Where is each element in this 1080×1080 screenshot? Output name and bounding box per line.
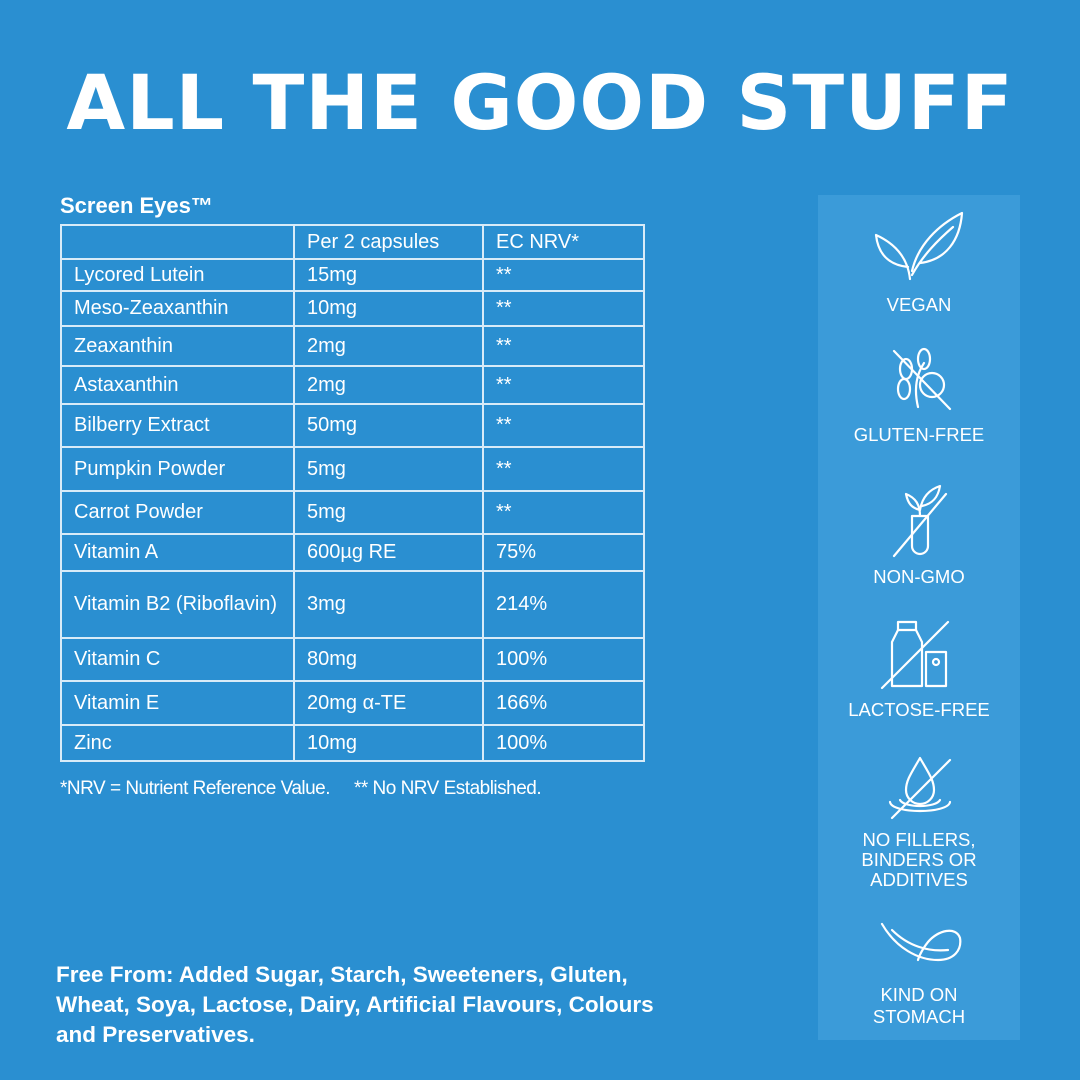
no-fillers-icon xyxy=(888,756,952,820)
table-cell: 3mg xyxy=(293,570,484,639)
table-cell: Lycored Lutein xyxy=(60,258,295,292)
table-cell: Bilberry Extract xyxy=(60,403,295,448)
badge-label: VEGAN xyxy=(818,295,1020,315)
nutrition-table: Per 2 capsules EC NRV* Lycored Lutein 15mg *… xyxy=(60,224,645,762)
table-cell: 80mg xyxy=(293,637,484,682)
table-cell: 5mg xyxy=(293,490,484,535)
table-cell: 214% xyxy=(482,570,645,639)
kind-on-stomach-icon xyxy=(880,922,962,962)
badge-label-line: NO FILLERS, xyxy=(862,829,976,850)
table-row: Meso-Zeaxanthin 10mg ** xyxy=(60,290,645,327)
table-row: Bilberry Extract 50mg ** xyxy=(60,403,645,448)
table-row: Vitamin C 80mg 100% xyxy=(60,637,645,682)
lactose-free-icon xyxy=(880,620,950,690)
free-from-line: Wheat, Soya, Lactose, Dairy, Artificial … xyxy=(56,992,654,1017)
table-row: Zinc 10mg 100% xyxy=(60,724,645,762)
table-cell: 600µg RE xyxy=(293,533,484,572)
badge-label-line: ADDITIVES xyxy=(870,869,968,890)
table-cell: Vitamin B2 (Riboflavin) xyxy=(60,570,295,639)
badge-label: LACTOSE-FREE xyxy=(818,700,1020,720)
table-cell: Zeaxanthin xyxy=(60,325,295,367)
badge-label: NO FILLERS, BINDERS OR ADDITIVES xyxy=(818,830,1020,890)
non-gmo-icon xyxy=(892,484,948,558)
header-cell: EC NRV* xyxy=(482,224,645,260)
badge-label-line: KIND ON xyxy=(880,984,958,1005)
table-cell: Zinc xyxy=(60,724,295,762)
table-cell: Carrot Powder xyxy=(60,490,295,535)
badge-label-line: GLUTEN-FREE xyxy=(853,424,985,445)
badge-label: GLUTEN-FREE xyxy=(818,425,1020,445)
table-cell: 15mg xyxy=(293,258,484,292)
header-cell xyxy=(60,224,295,260)
table-row: Vitamin A 600µg RE 75% xyxy=(60,533,645,572)
table-cell: 20mg α-TE xyxy=(293,680,484,726)
table-cell: 2mg xyxy=(293,325,484,367)
table-row: Vitamin E 20mg α-TE 166% xyxy=(60,680,645,726)
table-cell: ** xyxy=(482,325,645,367)
table-cell: ** xyxy=(482,446,645,492)
table-cell: Meso-Zeaxanthin xyxy=(60,290,295,327)
header-row: Per 2 capsules EC NRV* xyxy=(60,224,645,260)
table-cell: 100% xyxy=(482,637,645,682)
table-cell: 2mg xyxy=(293,365,484,405)
badge-label-line: LACTOSE-FREE xyxy=(848,699,990,720)
table-cell: ** xyxy=(482,490,645,535)
table-cell: Pumpkin Powder xyxy=(60,446,295,492)
badge-panel xyxy=(818,195,1020,1040)
badge-label: KIND ON STOMACH xyxy=(818,984,1020,1028)
table-row: Zeaxanthin 2mg ** xyxy=(60,325,645,367)
badge-label: NON-GMO xyxy=(818,567,1020,587)
free-from-line: and Preservatives. xyxy=(56,1022,255,1047)
badge-label-line: BINDERS OR xyxy=(861,849,977,870)
table-cell: 50mg xyxy=(293,403,484,448)
table-row: Carrot Powder 5mg ** xyxy=(60,490,645,535)
footnotes: *NRV = Nutrient Reference Value. ** No N… xyxy=(60,778,542,800)
table-row: Lycored Lutein 15mg ** xyxy=(60,258,645,292)
table-row: Vitamin B2 (Riboflavin) 3mg 214% xyxy=(60,570,645,639)
free-from-line: Free From: Added Sugar, Starch, Sweetene… xyxy=(56,962,628,987)
badge-label-line: VEGAN xyxy=(886,294,952,315)
table-cell: Astaxanthin xyxy=(60,365,295,405)
vegan-icon xyxy=(874,211,964,281)
footnote: ** No NRV Established. xyxy=(353,778,542,799)
product-name: Screen Eyes™ xyxy=(60,193,213,218)
table-cell: 5mg xyxy=(293,446,484,492)
table-cell: 166% xyxy=(482,680,645,726)
table-cell: ** xyxy=(482,290,645,327)
table-cell: ** xyxy=(482,258,645,292)
badge-label-line: NON-GMO xyxy=(873,566,965,587)
table-cell: Vitamin A xyxy=(60,533,295,572)
table-cell: 100% xyxy=(482,724,645,762)
footnote: *NRV = Nutrient Reference Value. xyxy=(60,778,331,799)
table-row: Astaxanthin 2mg ** xyxy=(60,365,645,405)
table-cell: Vitamin E xyxy=(60,680,295,726)
table-cell: Vitamin C xyxy=(60,637,295,682)
free-from: Free From: Added Sugar, Starch, Sweetene… xyxy=(56,960,654,1050)
table-cell: ** xyxy=(482,403,645,448)
table-cell: ** xyxy=(482,365,645,405)
title: ALL THE GOOD STUFF xyxy=(66,58,1014,147)
table-cell: 75% xyxy=(482,533,645,572)
table-cell: 10mg xyxy=(293,290,484,327)
badge-label-line: STOMACH xyxy=(872,1006,966,1027)
gluten-free-icon xyxy=(892,347,952,411)
table-cell: 10mg xyxy=(293,724,484,762)
table-row: Pumpkin Powder 5mg ** xyxy=(60,446,645,492)
header-cell: Per 2 capsules xyxy=(293,224,484,260)
